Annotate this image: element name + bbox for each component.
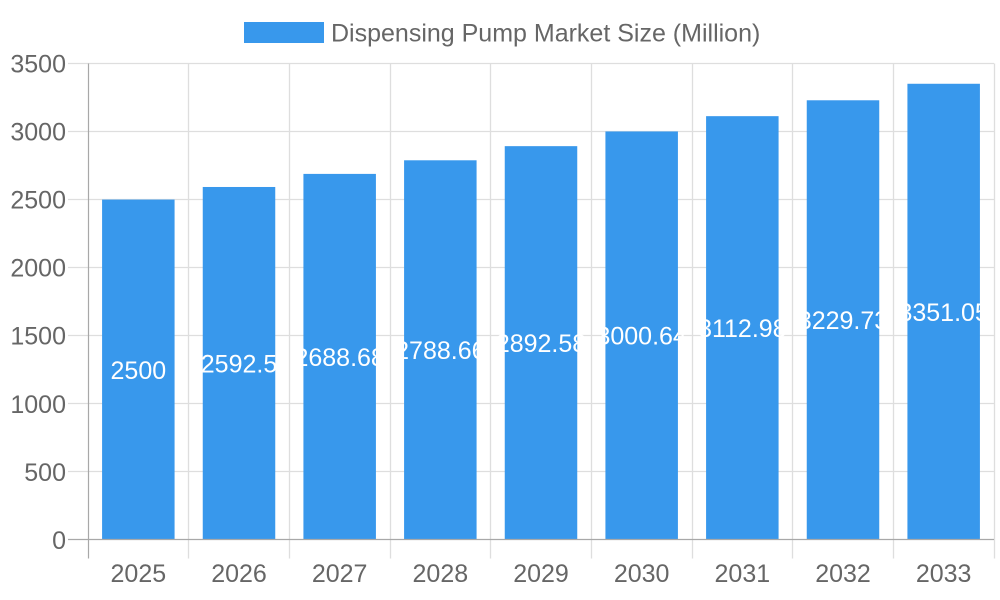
svg-text:3000: 3000	[10, 119, 66, 147]
svg-text:2026: 2026	[211, 560, 267, 588]
svg-text:2027: 2027	[312, 560, 368, 588]
svg-text:2030: 2030	[614, 560, 670, 588]
svg-text:1000: 1000	[10, 391, 66, 419]
svg-text:2788.66: 2788.66	[395, 337, 485, 365]
svg-text:2033: 2033	[916, 560, 972, 588]
svg-text:2592.5: 2592.5	[201, 350, 277, 378]
svg-text:3000.64: 3000.64	[596, 323, 686, 351]
svg-text:2029: 2029	[513, 560, 569, 588]
svg-text:500: 500	[24, 459, 66, 487]
svg-text:3500: 3500	[10, 51, 66, 79]
svg-text:3112.98: 3112.98	[698, 315, 787, 343]
svg-text:3229.73: 3229.73	[798, 307, 888, 335]
svg-text:2500: 2500	[111, 357, 167, 385]
svg-text:2025: 2025	[111, 560, 167, 588]
svg-text:2028: 2028	[413, 560, 469, 588]
svg-text:2031: 2031	[715, 560, 771, 588]
svg-text:1500: 1500	[10, 323, 66, 351]
svg-text:0: 0	[52, 527, 66, 555]
svg-text:2032: 2032	[815, 560, 871, 588]
svg-text:3351.05: 3351.05	[898, 299, 988, 327]
svg-text:Dispensing Pump Market Size (M: Dispensing Pump Market Size (Million)	[331, 19, 760, 47]
svg-text:2500: 2500	[10, 187, 66, 215]
svg-text:2892.58: 2892.58	[496, 330, 586, 358]
svg-text:2688.68: 2688.68	[294, 344, 384, 372]
svg-text:2000: 2000	[10, 255, 66, 283]
